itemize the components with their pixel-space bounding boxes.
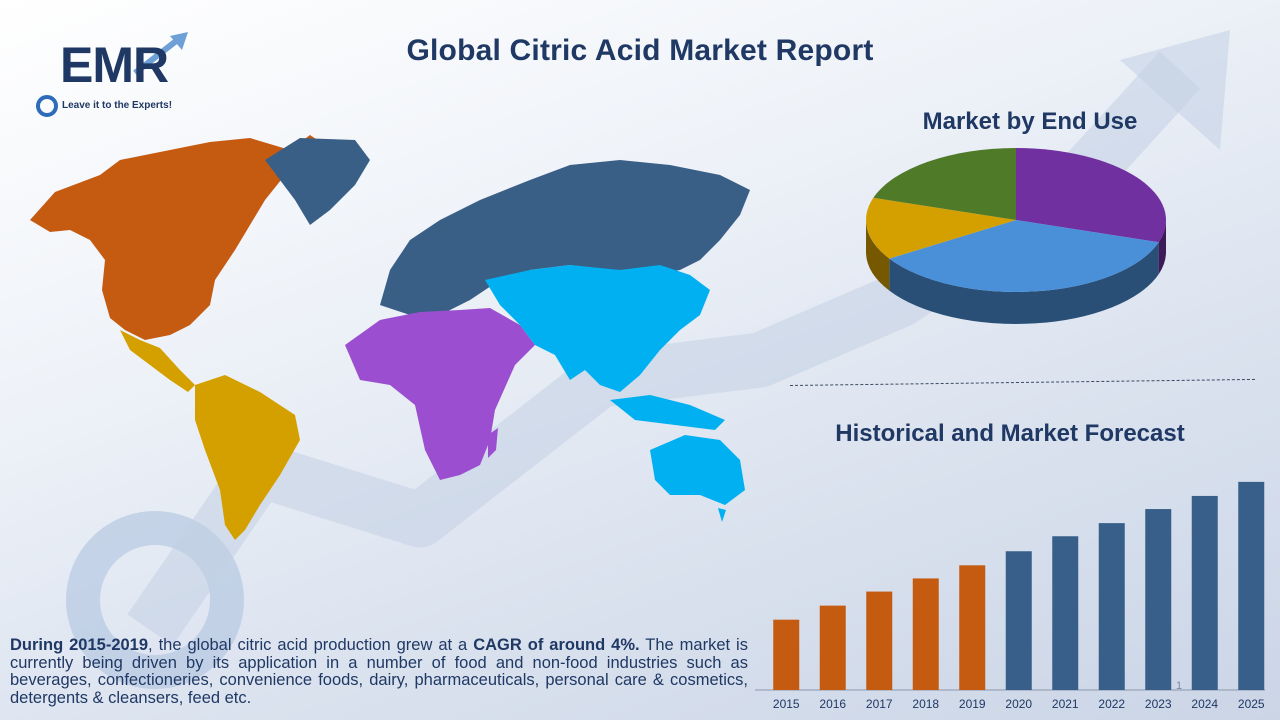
logo-tagline: Leave it to the Experts! [62, 100, 173, 111]
bar-2025 [1238, 481, 1265, 690]
tick-label-2019: 2019 [959, 697, 986, 711]
tick-label-2020: 2020 [1005, 697, 1032, 711]
pie-chart-title: Market by End Use [922, 108, 1138, 135]
pie-side-0 [1158, 220, 1166, 275]
region-asia [485, 265, 710, 392]
bar-2024 [1191, 495, 1218, 690]
bar-2019 [959, 565, 986, 690]
region-sea-islands [610, 395, 725, 430]
region-mea [345, 308, 535, 480]
bar-2021 [1052, 536, 1079, 690]
bar-2017 [866, 591, 893, 690]
page-title: Global Citric Acid Market Report [406, 34, 874, 67]
forecast-bar-chart: 2015 2016 2017 2018 2019 2020 2021 2022 2023 2024… [755, 481, 1265, 711]
tick-label-2018: 2018 [912, 697, 939, 711]
summary-text-2: The market is currently being driven by … [10, 636, 748, 707]
summary-paragraph: During 2015-2019, the global citric acid… [10, 636, 748, 707]
region-australia [650, 435, 745, 505]
tick-label-2016: 2016 [819, 697, 846, 711]
pie-slice-0 [1016, 148, 1166, 243]
pie-slice-1 [889, 220, 1159, 292]
region-central-america [120, 330, 195, 392]
pie-side-1 [889, 242, 1159, 324]
bar-2016 [819, 605, 846, 690]
region-new-zealand [718, 508, 726, 522]
region-madagascar [488, 428, 498, 458]
region-north-america [30, 135, 325, 340]
bar-2020 [1005, 551, 1032, 690]
pie-slice-3 [873, 148, 1016, 220]
pie-slice-2 [866, 197, 1016, 259]
region-europe-russia [380, 160, 750, 315]
tick-label-2024: 2024 [1191, 697, 1218, 711]
page-number: 1 [1176, 680, 1183, 692]
tick-label-2023: 2023 [1145, 697, 1172, 711]
bar-2018 [912, 578, 939, 690]
bar-2022 [1098, 523, 1125, 690]
tick-label-2022: 2022 [1098, 697, 1125, 711]
end-use-pie-chart [866, 148, 1166, 324]
region-greenland [265, 138, 370, 225]
logo-arrow-icon [170, 32, 188, 50]
summary-period: During 2015-2019 [10, 636, 149, 654]
pie-side-2 [866, 220, 890, 291]
summary-cagr: CAGR of around 4%. [473, 636, 640, 654]
summary-text-1: , the global citric acid production grew… [148, 636, 474, 654]
region-south-america [195, 375, 300, 540]
logo-text: EMR [60, 37, 169, 93]
tick-label-2025: 2025 [1238, 697, 1265, 711]
bar-chart-title: Historical and Market Forecast [835, 420, 1185, 447]
tick-label-2021: 2021 [1052, 697, 1079, 711]
tick-label-2015: 2015 [773, 697, 800, 711]
world-map [30, 135, 750, 540]
bar-2023 [1145, 509, 1172, 690]
tick-label-2017: 2017 [866, 697, 893, 711]
emr-logo: EMR Leave it to the Experts! [30, 28, 200, 123]
bar-2015 [773, 619, 800, 690]
logo-ring-icon [36, 95, 58, 117]
